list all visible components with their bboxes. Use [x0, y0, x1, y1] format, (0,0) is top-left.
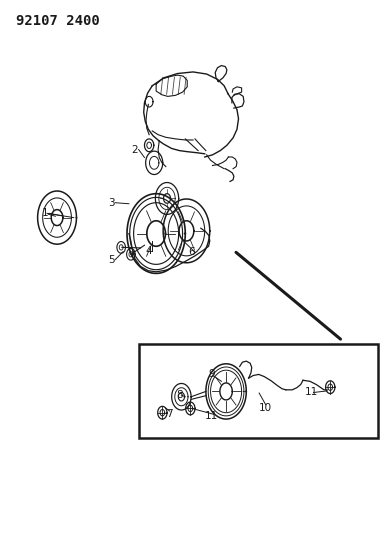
- Text: 1: 1: [42, 208, 49, 219]
- Text: 2: 2: [131, 144, 138, 155]
- Text: 11: 11: [205, 411, 218, 422]
- Text: 9: 9: [208, 369, 215, 379]
- Text: 11: 11: [305, 387, 318, 398]
- Text: 6: 6: [188, 247, 195, 257]
- Text: 8: 8: [176, 390, 183, 400]
- Text: 5: 5: [108, 255, 115, 264]
- Text: 7: 7: [167, 409, 173, 419]
- Text: 4: 4: [145, 246, 152, 255]
- Bar: [139, 344, 378, 438]
- Text: 3: 3: [108, 198, 115, 208]
- Text: 10: 10: [259, 403, 271, 413]
- Text: 92107 2400: 92107 2400: [16, 14, 100, 28]
